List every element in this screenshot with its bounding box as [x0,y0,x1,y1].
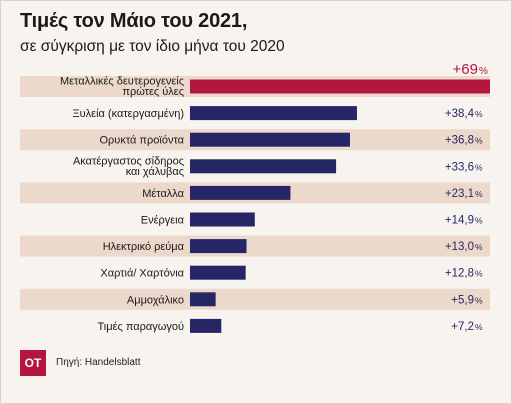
value-unit: % [475,322,483,332]
value-unit: % [475,136,483,146]
category-label-line: Ορυκτά προϊόντα [99,135,184,147]
value-unit: % [479,66,488,77]
bar [190,265,246,280]
value-label: +12,8 [445,268,474,280]
value-label: +33,6 [445,161,474,173]
value-unit: % [475,162,483,172]
bar [190,185,291,200]
source-note: Πηγή: Handelsblatt [56,357,141,368]
category-label-line: και χάλυβας [126,166,184,178]
bar [190,292,216,307]
chart-subtitle: σε σύγκριση με τον ίδιο μήνα του 2020 [20,38,285,55]
bar [190,212,255,227]
category-label: Μεταλλικές δευτερογενείς πρώτες ύλες [60,76,184,99]
category-label-line: Ακατέργαστος σίδηρος [73,155,184,167]
row-band [20,288,490,310]
category-label-line: πρώτες ύλες [122,86,184,98]
category-label: Ηλεκτρικό ρεύμα [103,241,185,253]
row-band [20,235,490,257]
value-unit: % [475,216,483,226]
category-label: Χαρτιά/ Χαρτόνια [100,268,184,280]
value-label: +36,8 [445,135,474,147]
category-label-line: Ξυλεία (κατεργασμένη) [73,108,185,120]
value-label: +5,9 [451,294,474,306]
category-label: Ακατέργαστος σίδηρος και χάλυβας [73,155,184,178]
category-label: Μέταλλα [142,188,184,200]
brand-logo: OT [20,350,46,376]
value-unit: % [475,269,483,279]
bar [190,132,350,147]
category-label-line: Ηλεκτρικό ρεύμα [103,241,185,253]
chart-title: Τιμές τον Μάιο του 2021, [20,10,248,32]
bar [190,318,222,333]
category-label: Ενέργεια [141,215,185,227]
value-label: +7,2 [451,321,474,333]
value-label: +38,4 [445,108,475,120]
value-unit: % [475,189,483,199]
category-label-line: Αμμοχάλικο [127,294,184,306]
value-label: +14,9 [445,215,474,227]
value-unit: % [475,295,483,305]
bar [190,159,337,174]
category-label: Ορυκτά προϊόντα [99,135,184,147]
value-label: +23,1 [445,188,474,200]
value-label: +69 [453,61,478,78]
category-label-line: Ενέργεια [141,215,185,227]
bar [190,79,490,94]
category-label: Τιμές παραγωγού [98,321,185,333]
value-unit: % [475,242,483,252]
value-label: +13,0 [445,241,474,253]
category-label-line: Μέταλλα [142,188,184,200]
value-unit: % [475,109,483,119]
category-label-line: Μεταλλικές δευτερογενείς [60,76,184,88]
category-label-line: Τιμές παραγωγού [98,321,185,333]
category-label: Αμμοχάλικο [127,294,184,306]
bar [190,239,247,254]
category-label-line: Χαρτιά/ Χαρτόνια [100,268,184,280]
bar [190,106,357,121]
category-label: Ξυλεία (κατεργασμένη) [73,108,185,120]
